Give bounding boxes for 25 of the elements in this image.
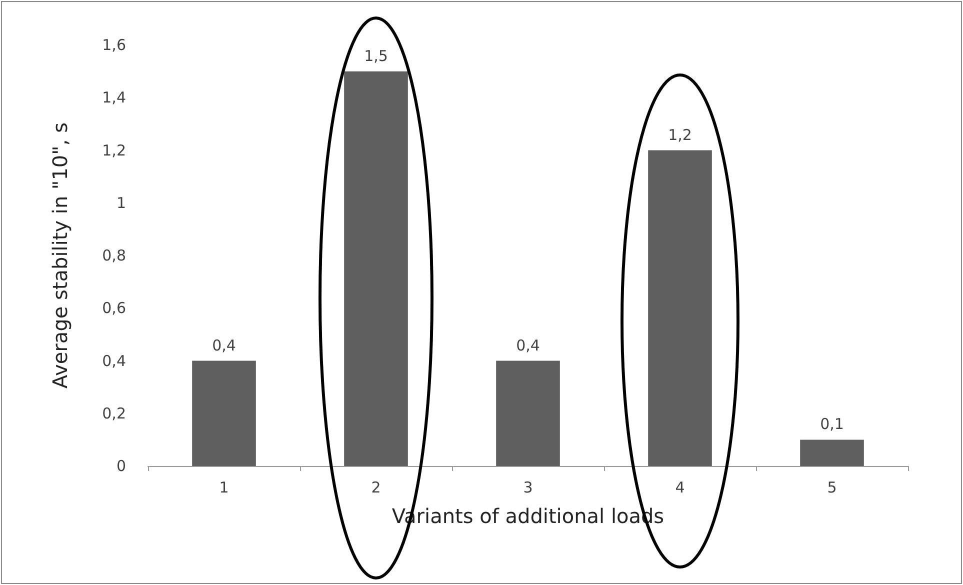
y-tick-label: 0,6 <box>102 299 126 318</box>
y-tick-label: 0,8 <box>102 246 126 264</box>
y-tick-label: 1,6 <box>102 36 126 54</box>
y-tick-label: 0,4 <box>102 352 126 370</box>
x-tick-label: 4 <box>675 478 685 496</box>
bar <box>496 360 560 466</box>
data-label: 0,4 <box>516 336 540 354</box>
data-label: 1,5 <box>364 46 388 65</box>
y-tick-label: 1 <box>116 194 126 212</box>
bar <box>800 440 864 466</box>
bar <box>344 71 408 466</box>
y-axis-title: Average stability in "10", s <box>48 122 72 388</box>
x-tick-label: 1 <box>219 478 229 496</box>
x-tick-label: 2 <box>371 478 381 496</box>
bar <box>648 150 712 466</box>
data-label: 1,2 <box>668 126 692 144</box>
x-tick-label: 3 <box>523 478 533 496</box>
y-tick-label: 1,4 <box>102 88 126 107</box>
bar <box>192 360 256 466</box>
data-label: 0,1 <box>820 415 844 434</box>
data-label: 0,4 <box>212 336 236 354</box>
y-tick-label: 0,2 <box>102 404 126 422</box>
y-tick-label: 1,2 <box>102 141 126 160</box>
x-tick-label: 5 <box>827 478 837 496</box>
y-tick-label: 0 <box>116 457 126 475</box>
